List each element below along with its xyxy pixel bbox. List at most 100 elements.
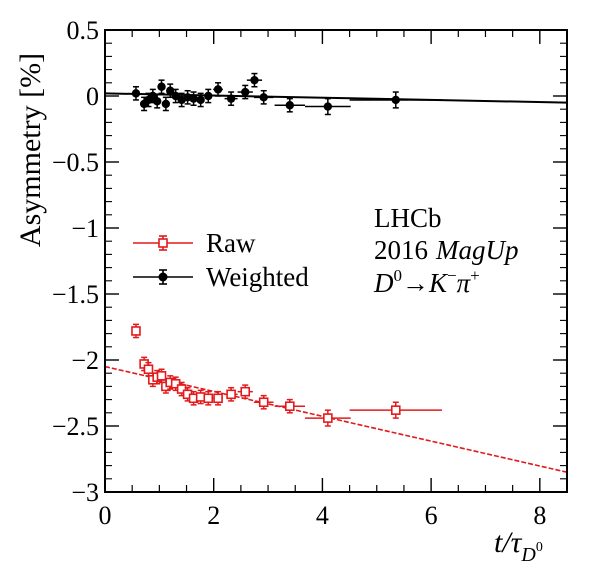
legend-item-raw: Raw <box>133 228 256 258</box>
x-tick-label: 2 <box>207 501 220 530</box>
series-weighted <box>104 72 568 116</box>
y-tick-label: 0 <box>86 82 99 111</box>
marker-circle <box>241 87 250 97</box>
data-point-weighted <box>274 97 306 113</box>
decay-k-sup: − <box>447 266 457 285</box>
annotation-dataset: 2016 MagUp <box>374 235 519 265</box>
series-raw <box>104 323 568 473</box>
y-tick-label: −2.5 <box>52 412 99 441</box>
decay-pi: π <box>457 268 472 298</box>
marker-circle <box>250 75 259 85</box>
data-point-weighted <box>161 96 171 112</box>
axes: 0 2 4 6 8 0.5 0 −0.5 −1 −1.5 −2 −2.5 −3 <box>52 16 568 530</box>
data-point-raw <box>274 398 306 414</box>
data-point-weighted <box>152 93 162 109</box>
marker-square <box>156 371 167 381</box>
data-point-weighted <box>157 79 166 95</box>
x-tick-label: 0 <box>99 501 112 530</box>
data-point-weighted <box>204 88 213 104</box>
x-axis-title-subsup: 0 <box>536 540 543 555</box>
marker-circle <box>196 95 205 105</box>
marker-square <box>170 378 181 389</box>
marker-square <box>143 364 154 375</box>
data-point-raw <box>349 401 442 419</box>
legend-item-weighted: Weighted <box>133 262 309 292</box>
legend-weighted-label: Weighted <box>206 262 309 292</box>
marker-square <box>213 393 223 404</box>
data-point-weighted <box>213 82 223 97</box>
data-point-raw <box>237 384 253 400</box>
annotation-decay: D0→K−π+ <box>373 266 480 298</box>
data-point-weighted <box>237 84 253 100</box>
data-point-weighted <box>189 91 198 106</box>
data-point-weighted <box>349 91 442 109</box>
data-point-raw <box>305 409 351 427</box>
decay-k: K <box>428 268 449 298</box>
data-point-weighted <box>166 83 175 99</box>
x-axis-title-t: t/ <box>494 526 513 559</box>
x-axis-title-sub: D <box>520 544 536 566</box>
marker-square <box>390 405 401 415</box>
marker-circle <box>152 97 162 106</box>
decay-arrow: → <box>402 268 429 298</box>
data-point-raw <box>224 386 238 402</box>
legend: Raw Weighted <box>133 228 309 292</box>
data-point-weighted <box>253 89 274 105</box>
marker-circle <box>391 95 400 105</box>
data-point-weighted <box>224 91 238 106</box>
marker-circle <box>166 86 175 95</box>
data-point-weighted <box>196 92 205 108</box>
data-point-weighted <box>305 97 351 116</box>
data-point-raw <box>131 323 141 339</box>
marker-circle <box>131 89 141 98</box>
data-point-raw <box>203 390 214 406</box>
y-tick-label: −0.5 <box>52 148 99 177</box>
plot-area <box>104 72 568 473</box>
x-tick-label: 8 <box>533 501 546 530</box>
data-point-weighted <box>246 72 263 88</box>
legend-raw-label: Raw <box>206 228 256 258</box>
data-point-raw <box>213 390 223 406</box>
data-point-raw <box>170 376 181 392</box>
data-point-weighted <box>131 86 141 101</box>
y-tick-label: −1.5 <box>52 280 99 309</box>
marker-circle <box>171 91 180 101</box>
marker-square <box>240 386 251 397</box>
legend-raw-marker <box>158 238 168 248</box>
annotation-year: 2016 <box>374 235 428 265</box>
data-point-raw <box>253 394 274 410</box>
annotation-experiment: LHCb <box>374 203 442 233</box>
plot-frame <box>104 29 568 493</box>
marker-circle <box>189 94 198 103</box>
marker-circle <box>226 94 236 103</box>
x-tick-label: 4 <box>316 501 329 530</box>
x-axis-title-tau: τ <box>511 526 523 559</box>
legend-weighted-marker <box>158 272 168 282</box>
annotation: LHCb 2016 MagUp D0→K−π+ <box>373 203 519 298</box>
data-point-raw <box>156 368 167 384</box>
marker-square <box>284 401 295 412</box>
annotation-polarity: MagUp <box>435 235 519 265</box>
decay-d: D <box>373 268 394 298</box>
marker-circle <box>157 82 166 91</box>
marker-square <box>131 326 141 336</box>
marker-circle <box>213 85 223 94</box>
marker-square <box>176 384 187 394</box>
y-tick-label: −3 <box>71 478 99 507</box>
y-axis-title: Asymmetry [%] <box>14 53 47 247</box>
y-tick-label: −1 <box>71 214 99 243</box>
marker-circle <box>323 102 333 111</box>
data-point-weighted <box>171 88 180 104</box>
x-tick-label: 6 <box>425 501 438 530</box>
marker-circle <box>259 93 268 102</box>
y-tick-label: −2 <box>71 346 99 375</box>
marker-square <box>258 397 269 408</box>
data-point-raw <box>195 389 206 405</box>
marker-square <box>323 413 333 423</box>
marker-circle <box>285 101 294 110</box>
marker-circle <box>161 99 171 109</box>
y-tick-label: 0.5 <box>67 16 100 45</box>
x-axis-title: t/τD0 <box>494 526 543 566</box>
marker-square <box>226 389 236 400</box>
